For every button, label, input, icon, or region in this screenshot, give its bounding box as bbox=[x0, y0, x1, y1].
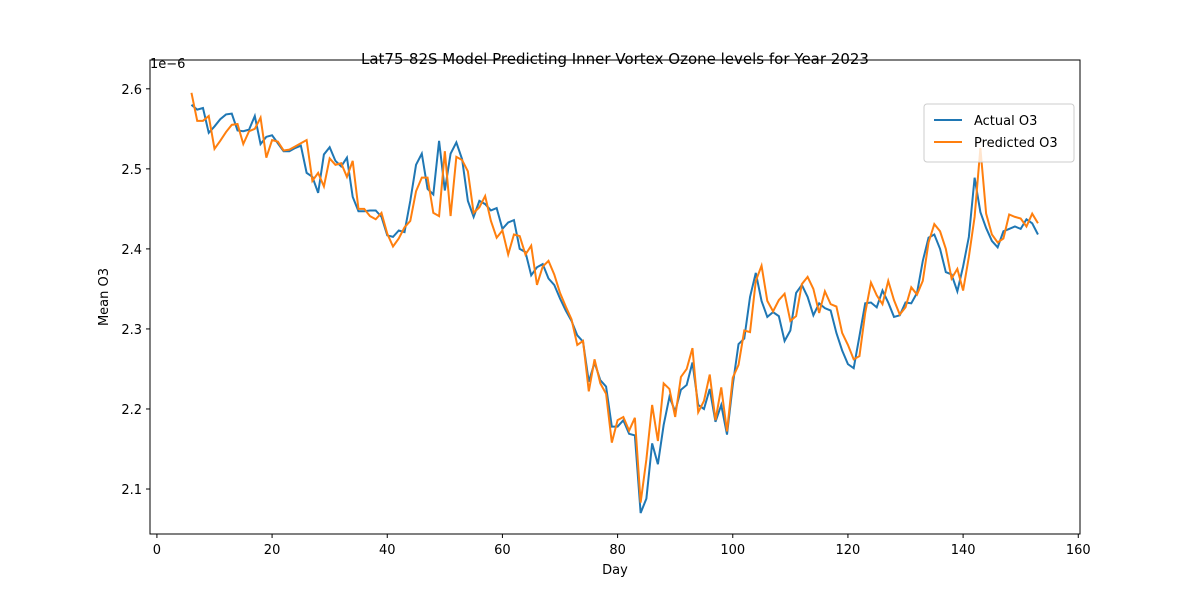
line-series bbox=[190, 92, 1039, 503]
x-tick-label: 80 bbox=[609, 543, 626, 558]
y-tick-label: 2.5 bbox=[121, 163, 142, 178]
y-tick-label: 2.3 bbox=[121, 323, 142, 338]
x-tick-label: 20 bbox=[264, 543, 281, 558]
y-tick-label: 2.6 bbox=[121, 83, 142, 98]
plot-frame bbox=[149, 59, 1081, 535]
x-tick-label: 100 bbox=[720, 543, 745, 558]
legend-label: Actual O3 bbox=[974, 114, 1037, 129]
x-tick-label: 140 bbox=[951, 543, 976, 558]
y-tick-label: 2.4 bbox=[121, 243, 142, 258]
chart-title: Lat75-82S Model Predicting Inner Vortex … bbox=[361, 50, 869, 68]
x-tick-label: 120 bbox=[836, 543, 861, 558]
y-axis-label: Mean O3 bbox=[97, 268, 112, 326]
line-series bbox=[190, 104, 1039, 514]
x-tick-label: 160 bbox=[1066, 543, 1091, 558]
x-axis-label: Day bbox=[602, 563, 628, 578]
legend-box bbox=[923, 103, 1075, 163]
x-tick-label: 60 bbox=[494, 543, 511, 558]
y-tick-label: 2.1 bbox=[121, 483, 142, 498]
x-tick-label: 40 bbox=[379, 543, 396, 558]
legend-label: Predicted O3 bbox=[974, 136, 1058, 151]
x-tick-label: 0 bbox=[153, 543, 161, 558]
y-tick-label: 2.2 bbox=[121, 403, 142, 418]
y-offset-label: 1e−6 bbox=[150, 57, 185, 72]
